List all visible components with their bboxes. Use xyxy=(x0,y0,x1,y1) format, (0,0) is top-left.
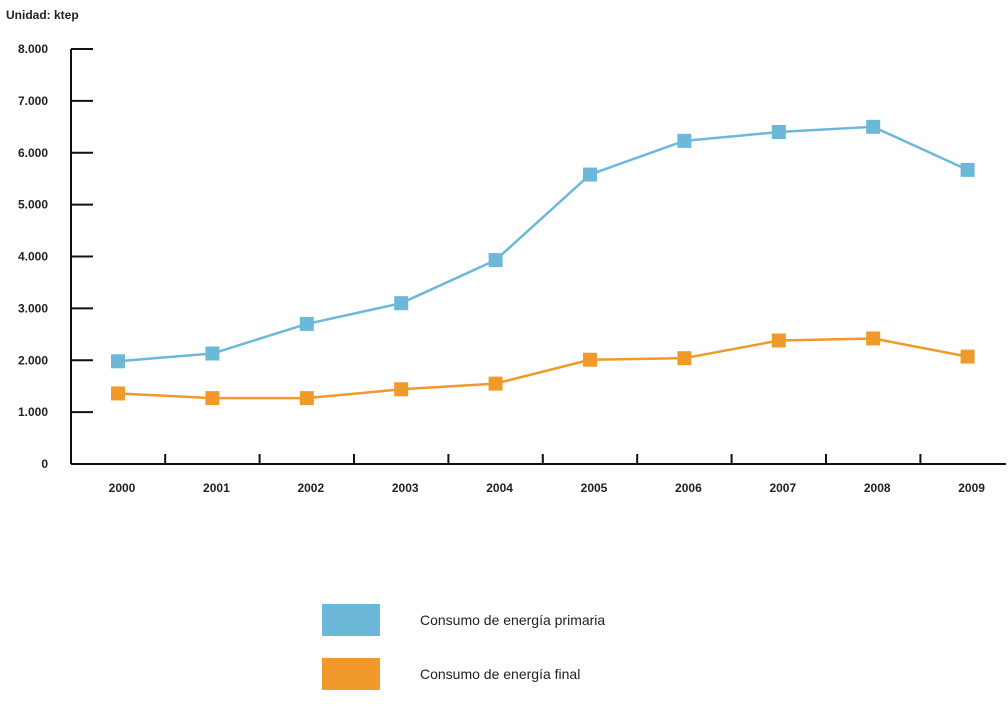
legend-label-final: Consumo de energía final xyxy=(420,666,581,682)
series-0 xyxy=(111,119,975,369)
data-point xyxy=(488,253,503,268)
x-tick-label: 2000 xyxy=(109,481,136,495)
data-point xyxy=(960,162,975,177)
x-tick-label: 2005 xyxy=(581,481,608,495)
x-tick-label: 2001 xyxy=(203,481,230,495)
y-tick-label: 2.000 xyxy=(18,353,48,367)
y-tick-label: 5.000 xyxy=(18,198,48,212)
y-axis: 0 1.000 2.000 3.000 4.000 5.000 6.000 7.000 8.00… xyxy=(18,42,93,471)
line-chart: 0 1.000 2.000 3.000 4.000 5.000 6.000 7.000 8.00… xyxy=(18,42,1006,495)
x-tick-label: 2002 xyxy=(297,481,324,495)
data-point xyxy=(960,349,975,364)
data-point xyxy=(583,167,597,182)
legend-label-primaria: Consumo de energía primaria xyxy=(420,612,606,628)
legend: Consumo de energía primaria Consumo de e… xyxy=(322,604,605,712)
data-point xyxy=(299,391,314,406)
x-tick-label: 2007 xyxy=(769,481,796,495)
legend-swatch-final xyxy=(322,658,380,690)
series-line xyxy=(117,125,969,363)
data-point xyxy=(583,352,597,367)
y-tick-label: 8.000 xyxy=(18,42,48,56)
x-tick-label: 2003 xyxy=(392,481,419,495)
y-tick-label: 0 xyxy=(41,457,48,471)
legend-item-primaria: Consumo de energía primaria xyxy=(322,604,605,636)
y-tick-label: 6.000 xyxy=(18,146,48,160)
data-point xyxy=(677,351,692,366)
data-point xyxy=(394,382,409,397)
legend-item-final: Consumo de energía final xyxy=(322,658,605,690)
series-line xyxy=(117,337,968,400)
data-point xyxy=(205,346,220,361)
series-1 xyxy=(111,331,975,406)
data-point xyxy=(677,133,692,148)
data-point xyxy=(111,354,125,369)
unit-label: Unidad: ktep xyxy=(6,8,79,22)
y-tick-label: 3.000 xyxy=(18,301,48,315)
data-point xyxy=(771,333,786,348)
y-tick-label: 4.000 xyxy=(18,250,48,264)
data-point xyxy=(771,125,786,139)
y-tick-label: 7.000 xyxy=(18,94,48,108)
data-point xyxy=(866,119,881,134)
x-tick-label: 2004 xyxy=(486,481,513,495)
y-tick-label: 1.000 xyxy=(18,405,48,419)
legend-swatch-primaria xyxy=(322,604,380,636)
x-axis: 2000 2001 2002 2003 2004 2005 2006 2007 2008 2009 xyxy=(71,454,1006,495)
x-tick-label: 2006 xyxy=(675,481,702,495)
data-point xyxy=(299,316,314,331)
data-point xyxy=(394,296,409,311)
x-tick-label: 2009 xyxy=(958,481,985,495)
data-point xyxy=(488,376,503,391)
data-point xyxy=(205,391,220,406)
data-point xyxy=(111,386,125,401)
data-point xyxy=(866,331,881,346)
x-tick-label: 2008 xyxy=(864,481,891,495)
series-group xyxy=(111,119,975,406)
